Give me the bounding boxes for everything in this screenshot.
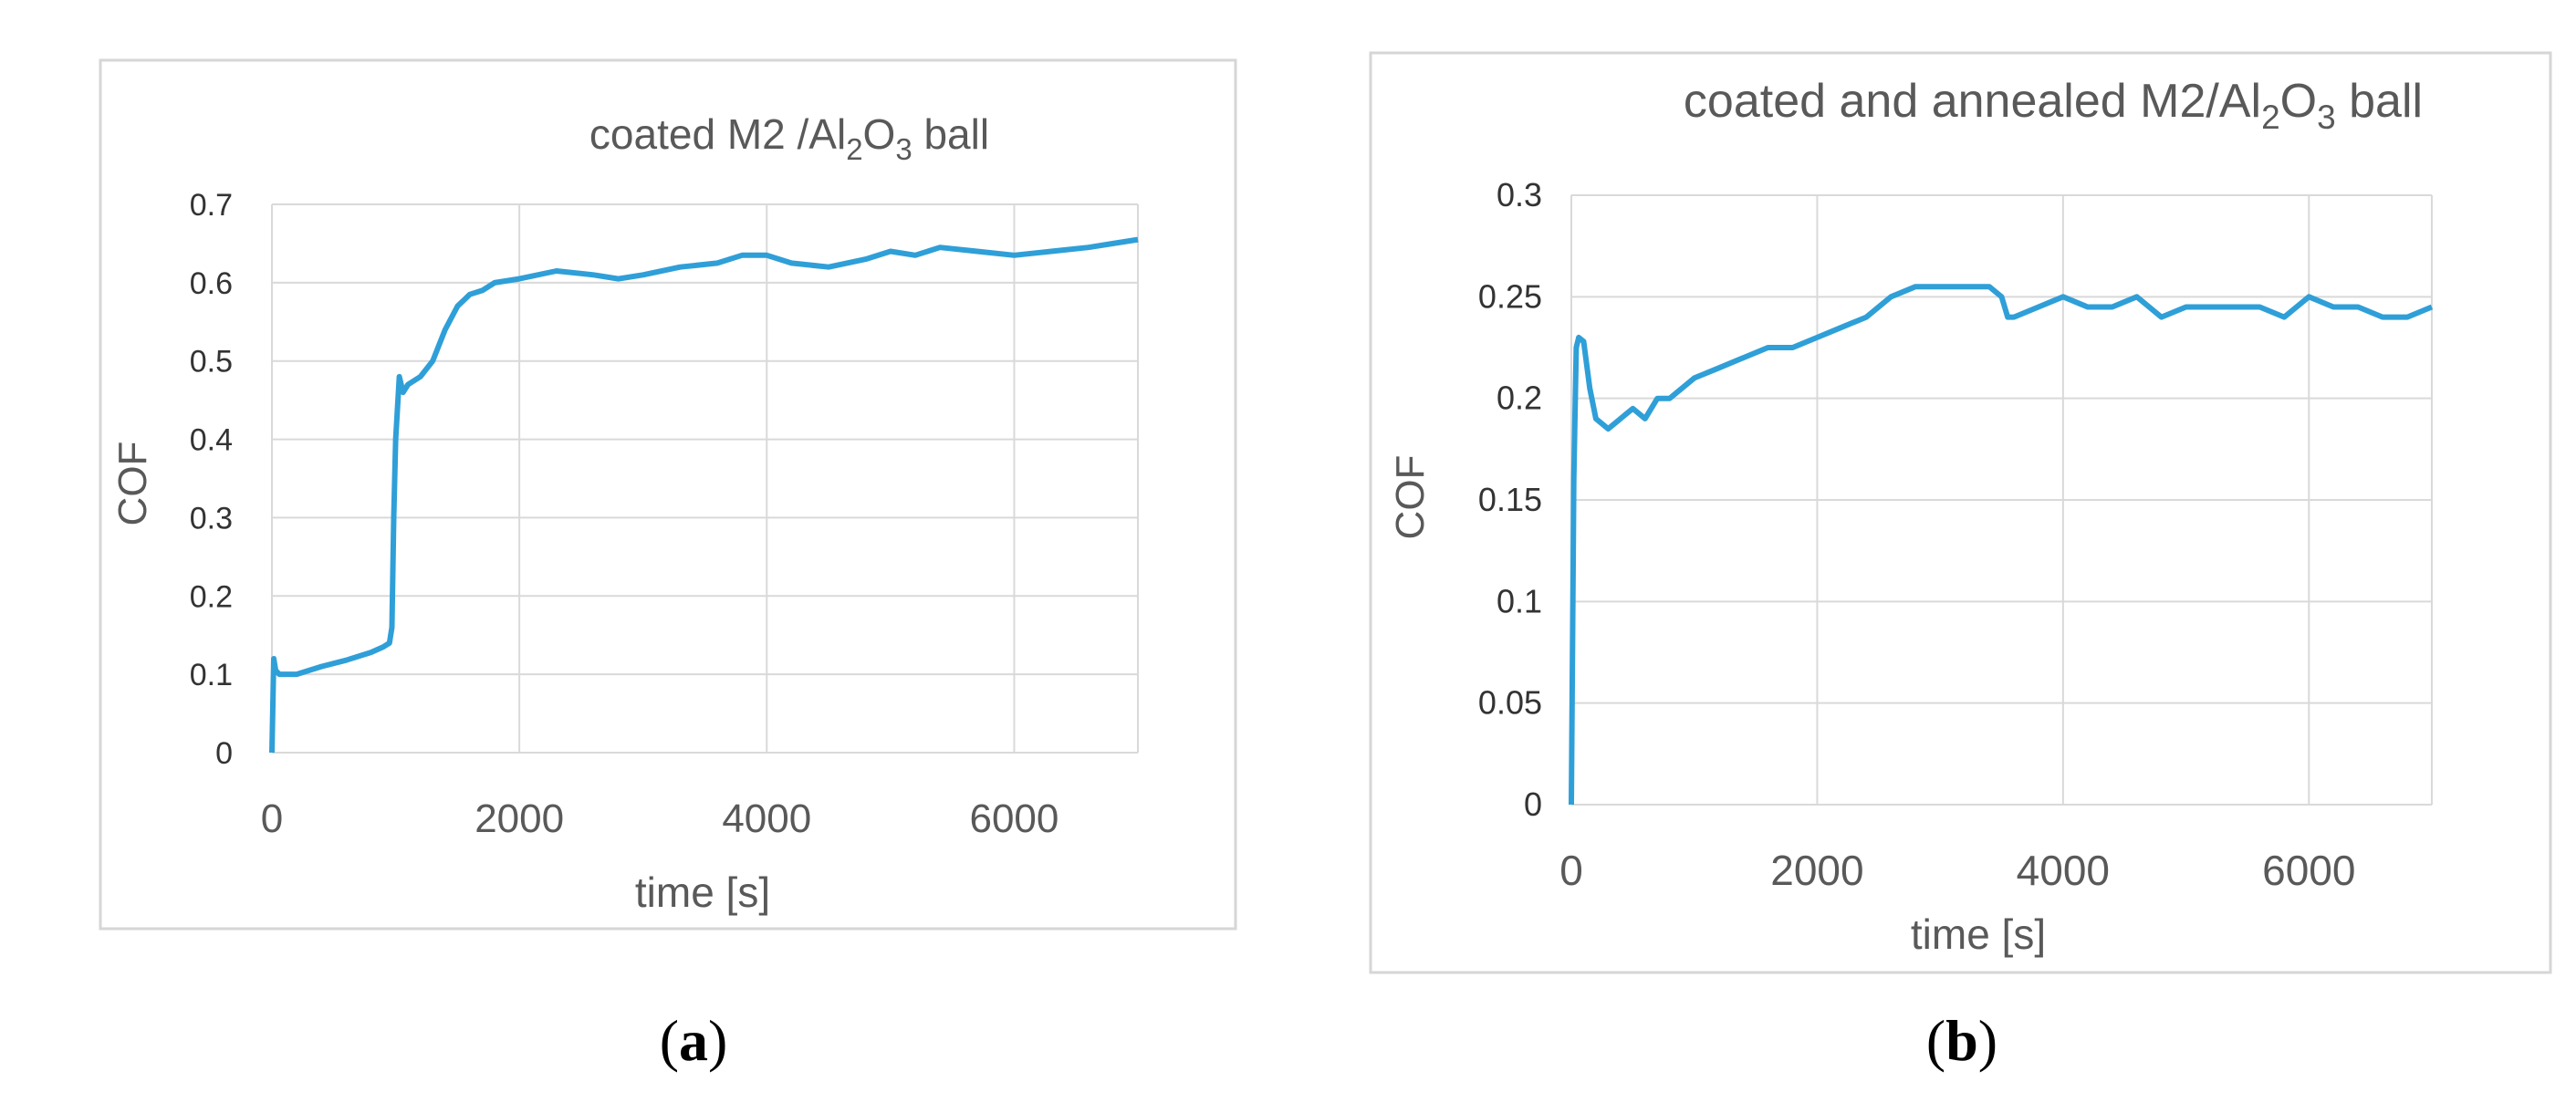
chart-b-frame bbox=[1369, 51, 2552, 974]
panel-label-a: (a) bbox=[660, 1008, 728, 1073]
chart-b-title: coated and annealed M2/Al2O3 ball bbox=[1684, 75, 2423, 136]
chart-a-y-tick-label: 0.2 bbox=[190, 579, 233, 614]
chart-b-ylabel: COF bbox=[1388, 455, 1433, 540]
chart-b-x-tick-label: 2000 bbox=[1770, 847, 1863, 894]
chart-a-y-tick-label: 0.7 bbox=[190, 188, 233, 223]
chart-b-y-tick-label: 0 bbox=[1524, 785, 1542, 823]
chart-b-y-tick-label: 0.25 bbox=[1478, 277, 1542, 315]
chart-b-y-tick-label: 0.2 bbox=[1497, 380, 1542, 417]
chart-a-x-tick-label: 6000 bbox=[969, 796, 1059, 841]
chart-a-y-tick-label: 0.5 bbox=[190, 345, 233, 380]
chart-b-x-ticks: 0 2000 4000 6000 bbox=[1559, 847, 2355, 894]
chart-b-x-tick-label: 0 bbox=[1559, 847, 1583, 894]
chart-a-y-tick-label: 0.4 bbox=[190, 423, 233, 458]
chart-a-xlabel: time [s] bbox=[635, 869, 770, 916]
chart-b-y-tick-label: 0.3 bbox=[1497, 176, 1542, 213]
chart-a-y-tick-label: 0 bbox=[215, 736, 233, 771]
chart-a-ylabel: COF bbox=[110, 442, 155, 526]
chart-a-y-tick-label: 0.1 bbox=[190, 658, 233, 692]
chart-b-xlabel: time [s] bbox=[1911, 910, 2046, 958]
chart-b-x-tick-label: 4000 bbox=[2017, 847, 2110, 894]
chart-a-x-tick-label: 4000 bbox=[722, 796, 811, 841]
chart-b: coated and annealed M2/Al2O3 ball 00.050… bbox=[1369, 51, 2552, 1073]
chart-a-y-tick-label: 0.3 bbox=[190, 501, 233, 536]
panel-label-b: (b) bbox=[1926, 1008, 1997, 1073]
chart-b-y-tick-label: 0.05 bbox=[1478, 684, 1542, 722]
chart-a-y-ticks: 0 0.1 0.2 0.3 0.4 0.5 0.6 0.7 bbox=[190, 188, 233, 771]
chart-a-x-tick-label: 2000 bbox=[475, 796, 564, 841]
chart-b-y-tick-label: 0.15 bbox=[1478, 481, 1542, 518]
chart-b-x-tick-label: 6000 bbox=[2262, 847, 2355, 894]
chart-a-x-tick-label: 0 bbox=[261, 796, 283, 841]
chart-a-series-line bbox=[269, 236, 1139, 754]
chart-b-series-line bbox=[1569, 284, 2434, 806]
chart-a-grid bbox=[271, 203, 1139, 754]
chart-a-title: coated M2 /Al2O3 ball bbox=[589, 110, 989, 166]
chart-a: coated M2 /Al2O3 ball 0 0.1 0.2 0.3 0.4 0.5 0.… bbox=[99, 58, 1237, 1073]
chart-a-x-ticks: 0 2000 4000 6000 bbox=[261, 796, 1059, 841]
chart-a-y-tick-label: 0.6 bbox=[190, 266, 233, 301]
chart-b-y-ticks: 0 0.05 0.1 0.15 0.2 0.25 0.3 bbox=[1478, 176, 1542, 823]
chart-b-y-tick-label: 0.1 bbox=[1497, 582, 1542, 619]
